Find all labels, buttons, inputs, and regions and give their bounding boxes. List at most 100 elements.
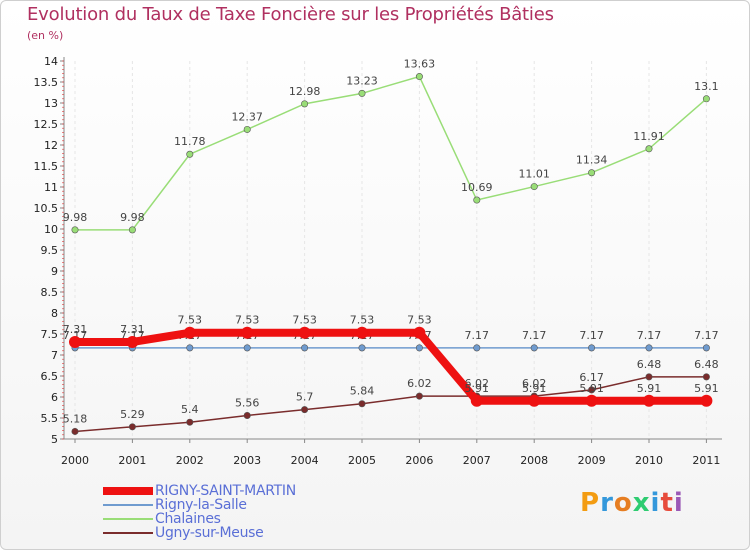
data-point-rigny-la-salle [243, 344, 251, 352]
y-tick-label: 13.5 [34, 76, 59, 89]
data-label-rigny-saint-martin: 7.53 [407, 314, 432, 327]
proxiti-logo: Proxiti [580, 488, 684, 518]
x-tick-label: 2008 [520, 454, 548, 467]
y-tick-label: 12.5 [34, 118, 59, 131]
brand-letter: P [580, 488, 601, 518]
data-label-ugny-sur-meuse: 5.56 [235, 396, 260, 409]
y-tick-label: 10.5 [34, 202, 59, 215]
y-tick-label: 8 [51, 307, 58, 320]
data-label-ugny-sur-meuse: 6.02 [465, 377, 490, 390]
data-point-rigny-la-salle [415, 344, 423, 352]
data-label-rigny-saint-martin: 7.31 [120, 323, 145, 336]
data-point-chalaines [358, 89, 366, 97]
data-label-rigny-saint-martin: 7.31 [63, 323, 88, 336]
data-label-rigny-la-salle: 7.17 [637, 329, 662, 342]
data-point-chalaines [301, 100, 309, 108]
brand-letter: o [613, 488, 633, 518]
series-line-ugny-sur-meuse [74, 376, 707, 433]
legend-label: Rigny-la-Salle [155, 497, 247, 513]
data-label-ugny-sur-meuse: 6.02 [407, 377, 432, 390]
data-point-rigny-la-salle [186, 344, 194, 352]
data-label-rigny-la-salle: 7.17 [579, 329, 604, 342]
legend-swatch-rigny-la-salle [103, 504, 153, 506]
y-tick-label: 9.5 [41, 244, 59, 257]
data-point-ugny-sur-meuse [186, 418, 194, 426]
data-point-ugny-sur-meuse [588, 386, 596, 394]
data-label-rigny-saint-martin: 5.91 [465, 382, 490, 395]
data-label-ugny-sur-meuse: 6.02 [522, 377, 547, 390]
y-tick-label: 11.5 [34, 160, 59, 173]
x-tick-label: 2009 [578, 454, 606, 467]
legend-label: Ugny-sur-Meuse [155, 525, 264, 541]
y-tick-label: 9 [51, 265, 58, 278]
legend-label: Chalaines [155, 511, 221, 527]
data-point-rigny-la-salle [358, 344, 366, 352]
y-tick-label: 7.5 [41, 328, 59, 341]
y-tick-label: 5.5 [41, 412, 59, 425]
chart-subtitle: (en %) [27, 29, 64, 42]
data-point-rigny-la-salle [301, 344, 309, 352]
data-label-chalaines: 13.63 [404, 58, 436, 71]
data-point-ugny-sur-meuse [71, 427, 79, 435]
data-point-chalaines [588, 169, 596, 177]
data-point-rigny-saint-martin [643, 394, 655, 407]
legend-swatch-ugny-sur-meuse [103, 532, 153, 534]
data-label-ugny-sur-meuse: 5.4 [181, 403, 199, 416]
data-point-chalaines [186, 150, 194, 158]
data-point-rigny-saint-martin [470, 394, 483, 407]
data-label-chalaines: 12.37 [231, 110, 263, 123]
data-label-chalaines: 11.34 [576, 154, 608, 167]
data-point-ugny-sur-meuse [243, 411, 251, 419]
data-label-rigny-la-salle: 7.17 [465, 329, 490, 342]
data-label-ugny-sur-meuse: 5.7 [296, 391, 314, 404]
brand-letter: t [660, 488, 674, 518]
y-tick-label: 7 [51, 349, 58, 362]
data-label-chalaines: 10.69 [461, 181, 493, 194]
data-point-ugny-sur-meuse [415, 392, 423, 400]
brand-letter: x [632, 488, 651, 518]
y-tick-label: 6 [51, 391, 58, 404]
data-label-rigny-saint-martin: 7.53 [235, 314, 260, 327]
data-point-rigny-la-salle [645, 344, 653, 352]
data-label-chalaines: 11.91 [633, 130, 665, 143]
brand-letter: r [600, 488, 614, 518]
data-point-rigny-saint-martin [69, 335, 81, 348]
data-label-ugny-sur-meuse: 5.29 [120, 408, 145, 421]
data-label-rigny-la-salle: 7.17 [694, 329, 719, 342]
data-point-rigny-saint-martin [700, 394, 713, 407]
data-label-ugny-sur-meuse: 6.48 [637, 358, 662, 371]
data-point-rigny-la-salle [702, 344, 710, 352]
data-point-chalaines [128, 226, 136, 234]
data-label-chalaines: 9.98 [63, 211, 88, 224]
data-point-ugny-sur-meuse [645, 373, 653, 381]
data-label-rigny-la-salle: 7.17 [522, 329, 547, 342]
chart-title: Evolution du Taux de Taxe Foncière sur l… [27, 4, 554, 25]
y-tick-label: 12 [44, 139, 58, 152]
data-label-chalaines: 13.23 [346, 74, 378, 87]
x-tick-label: 2001 [118, 454, 146, 467]
data-label-rigny-saint-martin: 5.91 [637, 382, 662, 395]
data-point-rigny-saint-martin [413, 326, 426, 339]
data-label-rigny-saint-martin: 5.91 [579, 382, 604, 395]
x-tick-label: 2003 [233, 454, 261, 467]
data-label-rigny-saint-martin: 7.53 [178, 314, 203, 327]
data-label-rigny-saint-martin: 5.91 [694, 382, 719, 395]
data-point-rigny-saint-martin [528, 394, 541, 407]
data-label-chalaines: 9.98 [120, 211, 145, 224]
data-label-rigny-saint-martin: 5.91 [522, 382, 547, 395]
series-line-chalaines [75, 75, 707, 231]
y-tick-label: 6.5 [41, 370, 59, 383]
data-point-chalaines [473, 196, 481, 204]
data-point-rigny-saint-martin [356, 326, 368, 339]
x-tick-label: 2010 [635, 454, 663, 467]
x-tick-label: 2011 [692, 454, 720, 467]
data-label-rigny-saint-martin: 7.53 [292, 314, 317, 327]
data-point-rigny-la-salle [473, 344, 481, 352]
x-tick-label: 2004 [291, 454, 319, 467]
x-tick-label: 2005 [348, 454, 376, 467]
brand-letter: i [650, 488, 661, 518]
data-point-rigny-saint-martin [183, 326, 196, 339]
data-point-rigny-saint-martin [126, 335, 139, 348]
y-tick-label: 13 [44, 97, 58, 110]
